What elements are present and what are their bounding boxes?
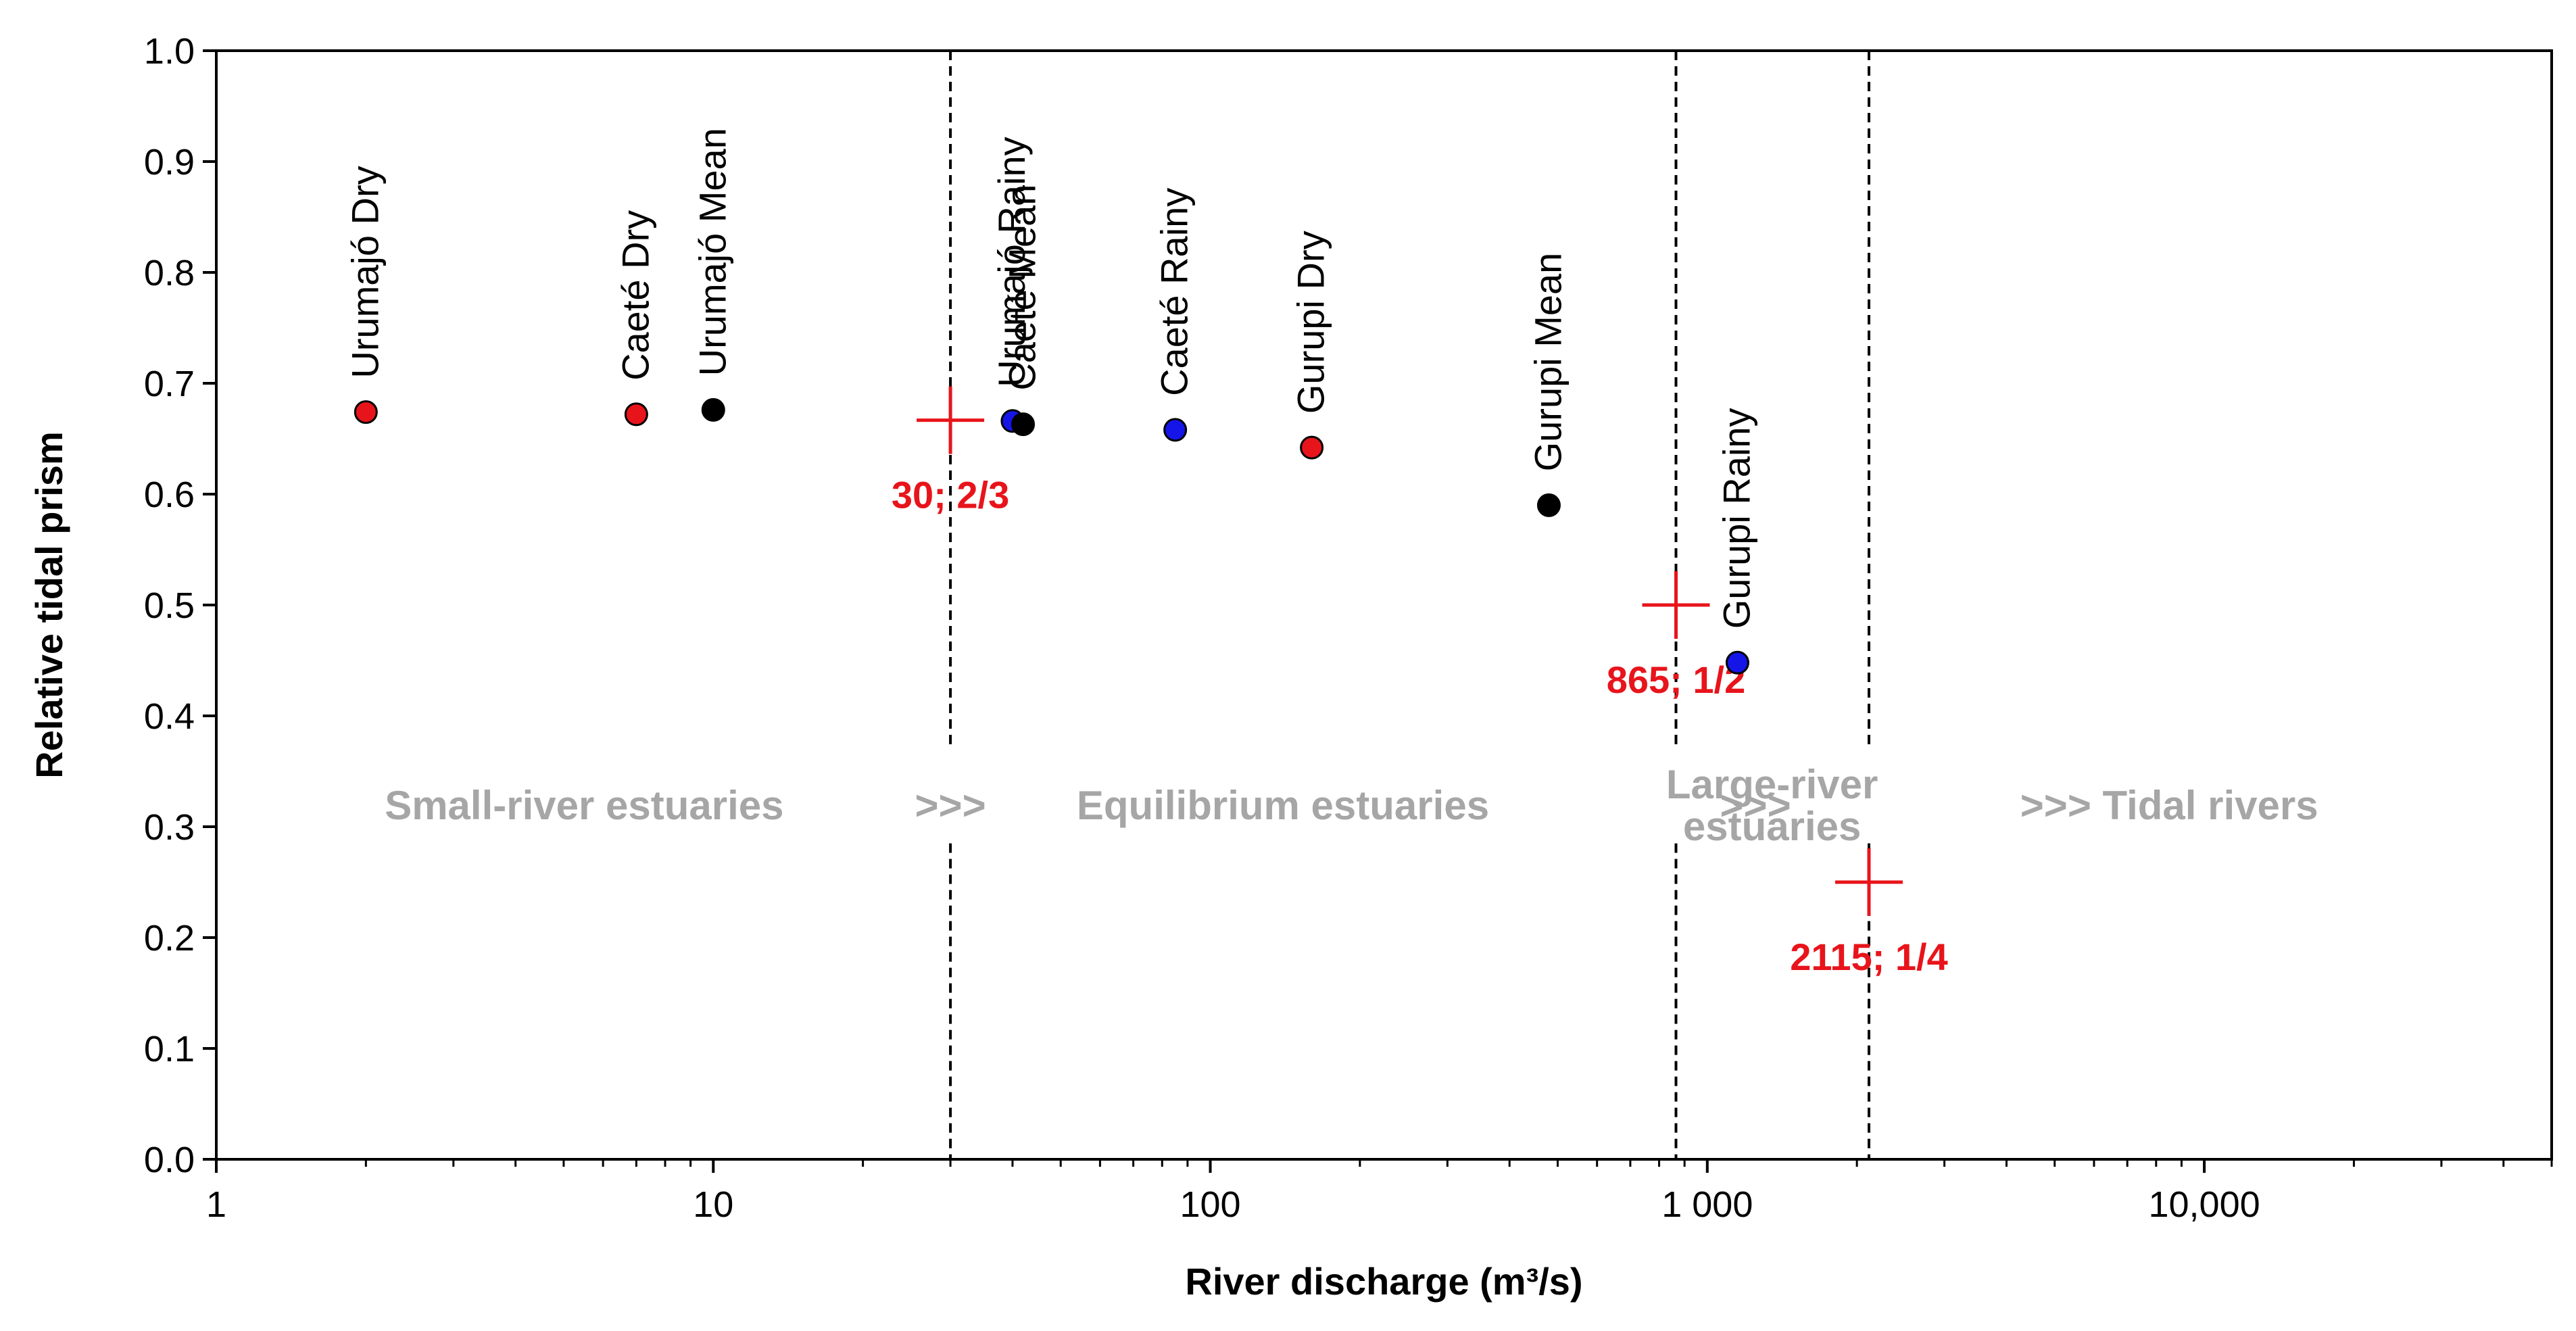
y-axis-title: Relative tidal prism (28, 431, 70, 779)
data-points (354, 397, 1749, 675)
y-tick-label: 0.2 (144, 918, 195, 959)
point-labels: Urumajó Dry Caeté Dry Urumajó Mean Urumajó … (343, 128, 1757, 629)
y-tick-label: 0.4 (144, 696, 195, 737)
data-point-label: Urumajó Dry (343, 166, 386, 378)
data-point-label: Caeté Mean (1001, 185, 1044, 391)
region-label: >>> (915, 783, 986, 828)
data-point (701, 397, 725, 422)
y-tick-label: 0.8 (144, 253, 195, 293)
x-tick-label: 10,000 (2148, 1184, 2260, 1225)
threshold-label: 865; 1/2 (1607, 658, 1746, 701)
y-tick-label: 0.3 (144, 807, 195, 848)
region-label: Large-river (1666, 762, 1878, 807)
x-tick-label: 10 (693, 1184, 733, 1225)
data-point (1011, 412, 1036, 437)
data-point-label: Urumajó Rainy (990, 137, 1033, 387)
y-tick-label: 0.5 (144, 585, 195, 626)
data-point (1536, 493, 1561, 517)
y-tick-label: 0.6 (144, 475, 195, 515)
y-tick-label: 0.1 (144, 1029, 195, 1069)
x-axis-ticks: 1 10 100 1 000 10,000 (206, 1159, 2553, 1225)
region-label: estuaries (1683, 804, 1862, 849)
region-label: >>> Tidal rivers (2020, 783, 2318, 828)
data-point (1300, 435, 1324, 460)
x-tick-label: 100 (1180, 1184, 1240, 1225)
data-point (1163, 418, 1188, 442)
region-label: >>> (1720, 783, 1791, 828)
data-point-label: Gurupi Rainy (1715, 408, 1757, 629)
x-axis-title: River discharge (m³/s) (1185, 1260, 1582, 1303)
data-point (1725, 650, 1749, 675)
data-point-label: Gurupi Mean (1526, 253, 1569, 472)
data-point-label: Gurupi Dry (1290, 231, 1332, 414)
y-tick-label: 0.9 (144, 142, 195, 183)
x-tick-label: 1 000 (1661, 1184, 1753, 1225)
region-label: Equilibrium estuaries (1077, 783, 1489, 828)
region-labels: Small-river estuaries >>> Equilibrium estu… (385, 762, 2318, 849)
y-tick-label: 0.7 (144, 364, 195, 404)
data-point (354, 400, 378, 425)
y-axis-ticks: 0.0 0.1 0.2 0.3 0.4 0.5 0.6 0.7 0.8 0.9 1.0 (144, 31, 216, 1180)
data-point (624, 402, 648, 427)
region-label: Small-river estuaries (385, 783, 783, 828)
threshold-label: 2115; 1/4 (1790, 936, 1948, 978)
x-tick-label: 1 (206, 1184, 226, 1225)
data-point-label: Urumajó Mean (691, 128, 733, 376)
threshold-markers: 30; 2/3 865; 1/2 2115; 1/4 (892, 386, 1948, 978)
y-tick-label: 0.0 (144, 1140, 195, 1180)
threshold-label: 30; 2/3 (892, 474, 1009, 516)
data-point-label: Caeté Rainy (1153, 188, 1196, 396)
data-point-label: Caeté Dry (614, 210, 656, 381)
y-tick-label: 1.0 (144, 31, 195, 72)
